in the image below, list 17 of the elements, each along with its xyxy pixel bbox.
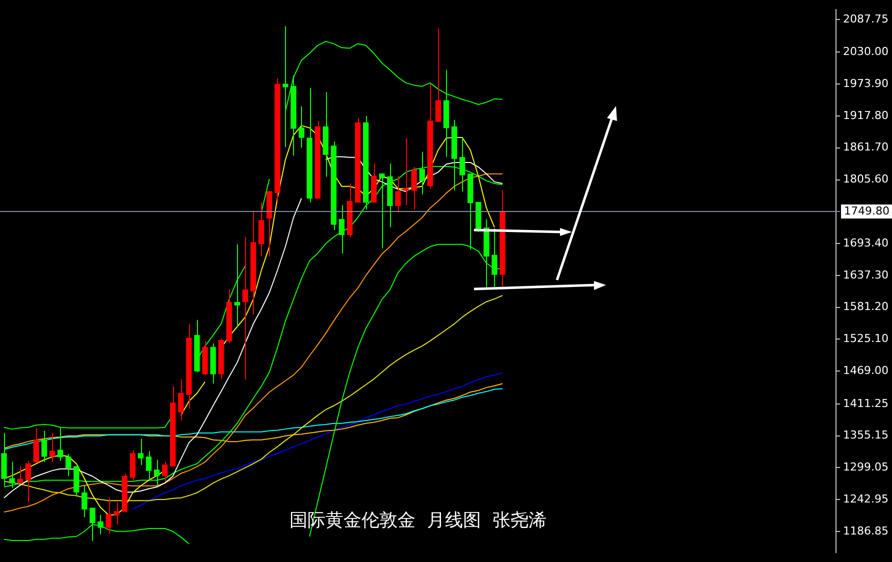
y-tick-label: 1693.40 bbox=[843, 236, 888, 250]
y-tick-label: 1242.95 bbox=[843, 492, 888, 506]
y-tick-label: 2030.00 bbox=[843, 45, 888, 58]
y-tick-label: 1917.80 bbox=[843, 108, 888, 122]
y-tick-label: 1973.90 bbox=[843, 76, 888, 90]
ref-line-label: 1749.80 bbox=[844, 204, 890, 218]
y-tick-label: 1637.30 bbox=[843, 268, 888, 282]
y-tick-label: 1525.10 bbox=[843, 332, 888, 346]
y-tick-label: 1469.00 bbox=[843, 364, 888, 377]
y-tick-label: 1411.25 bbox=[843, 396, 888, 410]
y-tick-label: 1186.85 bbox=[843, 524, 888, 538]
y-tick-label: 1299.05 bbox=[843, 460, 888, 474]
y-tick-label: 2087.75 bbox=[843, 12, 888, 26]
y-tick-label: 1861.70 bbox=[843, 140, 888, 154]
y-tick-label: 1805.60 bbox=[843, 172, 888, 186]
y-tick-label: 1581.20 bbox=[843, 300, 888, 314]
y-tick-label: 1355.15 bbox=[843, 428, 888, 442]
